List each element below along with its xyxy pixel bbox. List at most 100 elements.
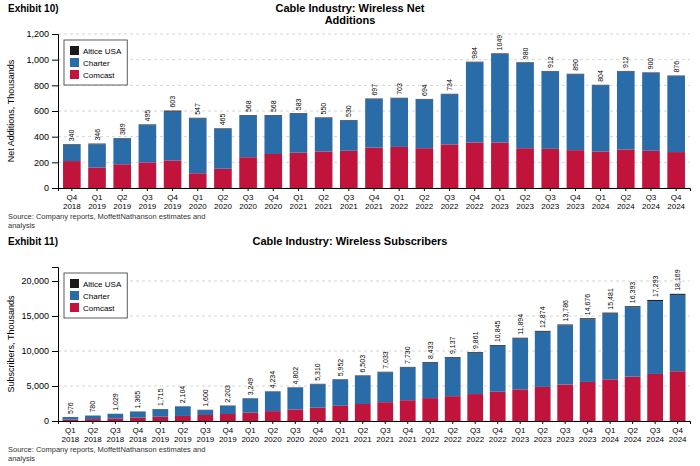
bar [152, 409, 168, 416]
bar [220, 406, 236, 414]
bar [214, 129, 232, 169]
bar [287, 388, 303, 410]
bar [557, 384, 573, 421]
data-label: 900 [647, 58, 654, 70]
x-tick-mark [298, 188, 299, 191]
x-tick-mark [407, 421, 408, 424]
y-tick-mark [52, 85, 58, 86]
bar [467, 394, 483, 421]
legend-label: Charter [83, 59, 110, 68]
data-label: 9,137 [449, 336, 456, 354]
exhibit-label: Exhibit 11) [8, 236, 58, 247]
chart-canvas: Exhibit 10)Cable Industry: Wireless NetA… [0, 0, 700, 466]
grid-line [58, 34, 690, 35]
x-tick: Q32021 [340, 188, 358, 211]
source-note-line: analysis [8, 221, 35, 230]
x-tick: Q42021 [365, 188, 383, 211]
bar [466, 142, 484, 188]
x-axis: Q42018Q12019Q22019Q32019Q42019Q12020Q220… [59, 188, 691, 211]
bar [214, 169, 232, 188]
x-tick: Q42020 [264, 188, 282, 211]
bar [239, 115, 257, 117]
bar [340, 119, 358, 121]
x-tick: Q42023 [579, 421, 597, 444]
bar [512, 339, 528, 390]
data-label: 4,234 [269, 371, 276, 389]
x-tick-mark [160, 421, 161, 424]
x-tick-mark [632, 421, 633, 424]
x-tick-label-line: 2020 [264, 435, 282, 444]
bar [189, 118, 207, 173]
y-tick: 600 [34, 106, 58, 116]
exhibit-label: Exhibit 10) [8, 3, 59, 14]
x-tick-label: Q42024 [667, 193, 685, 211]
bar [287, 387, 303, 388]
x-tick-label: Q42020 [264, 193, 282, 211]
bar [416, 99, 434, 148]
x-tick-label: Q22022 [444, 426, 462, 444]
bars [63, 53, 685, 188]
y-tick-mark [52, 188, 58, 189]
x-tick-mark [610, 421, 611, 424]
x-tick: Q22022 [415, 188, 433, 211]
x-tick-label-line: 2023 [567, 202, 585, 211]
bar [264, 115, 282, 117]
legend-label: Altice USA [83, 280, 122, 289]
plot-area: 02004006008001,0001,200Q42018Q12019Q2201… [26, 29, 690, 210]
y-tick-mark [52, 421, 58, 422]
bar [592, 85, 610, 151]
x-axis: Q12018Q22018Q32018Q42018Q12019Q22019Q320… [59, 421, 691, 444]
bar [355, 376, 371, 404]
x-tick-mark [565, 421, 566, 424]
x-tick-label-line: 2019 [88, 202, 106, 211]
x-tick-mark [71, 188, 72, 191]
data-label: 912 [547, 56, 554, 68]
bar [62, 416, 78, 417]
bar [541, 71, 559, 148]
bar [365, 98, 383, 100]
bar [617, 71, 635, 149]
x-tick-label: Q22023 [516, 193, 534, 211]
bars [62, 294, 685, 421]
data-label: 16,393 [629, 282, 636, 304]
y-tick-label: 10,000 [21, 346, 49, 356]
x-axis-line [59, 422, 691, 425]
x-tick-label: Q42021 [365, 193, 383, 211]
bar [290, 114, 308, 153]
bar [516, 148, 534, 188]
x-tick-label: Q32023 [556, 426, 574, 444]
x-tick-mark [399, 188, 400, 191]
bar [670, 295, 686, 371]
bar [466, 61, 484, 63]
x-tick-mark [499, 188, 500, 191]
x-tick-mark [452, 421, 453, 424]
x-tick-label: Q12022 [390, 193, 408, 211]
x-tick: Q22023 [534, 421, 552, 444]
bar [290, 113, 308, 115]
bar [670, 294, 686, 295]
bar [139, 125, 157, 162]
x-tick-label-line: 2019 [138, 202, 156, 211]
legend-item: Charter [70, 58, 110, 68]
y-tick-mark [52, 281, 58, 282]
x-tick: Q22023 [516, 188, 534, 211]
x-tick-label-line: 2020 [189, 202, 207, 211]
x-tick-mark [362, 421, 363, 424]
y-axis-title: Net Additions, Thousands [6, 59, 16, 162]
y-tick-label: 0 [44, 183, 49, 193]
x-tick: Q42022 [466, 188, 484, 211]
x-tick-label-line: 2022 [390, 202, 408, 211]
bar [535, 387, 551, 421]
legend: Altice USACharterComcast [64, 273, 127, 318]
bar [602, 379, 618, 421]
x-tick-label: Q42022 [466, 193, 484, 211]
bar [85, 415, 101, 416]
bar [355, 375, 371, 377]
x-tick: Q42022 [489, 421, 507, 444]
bar [113, 164, 131, 188]
bar [491, 53, 509, 55]
bar [400, 366, 416, 368]
y-tick: 1,000 [26, 55, 58, 65]
x-tick-mark [122, 188, 123, 191]
x-tick-label: Q42020 [309, 426, 327, 444]
